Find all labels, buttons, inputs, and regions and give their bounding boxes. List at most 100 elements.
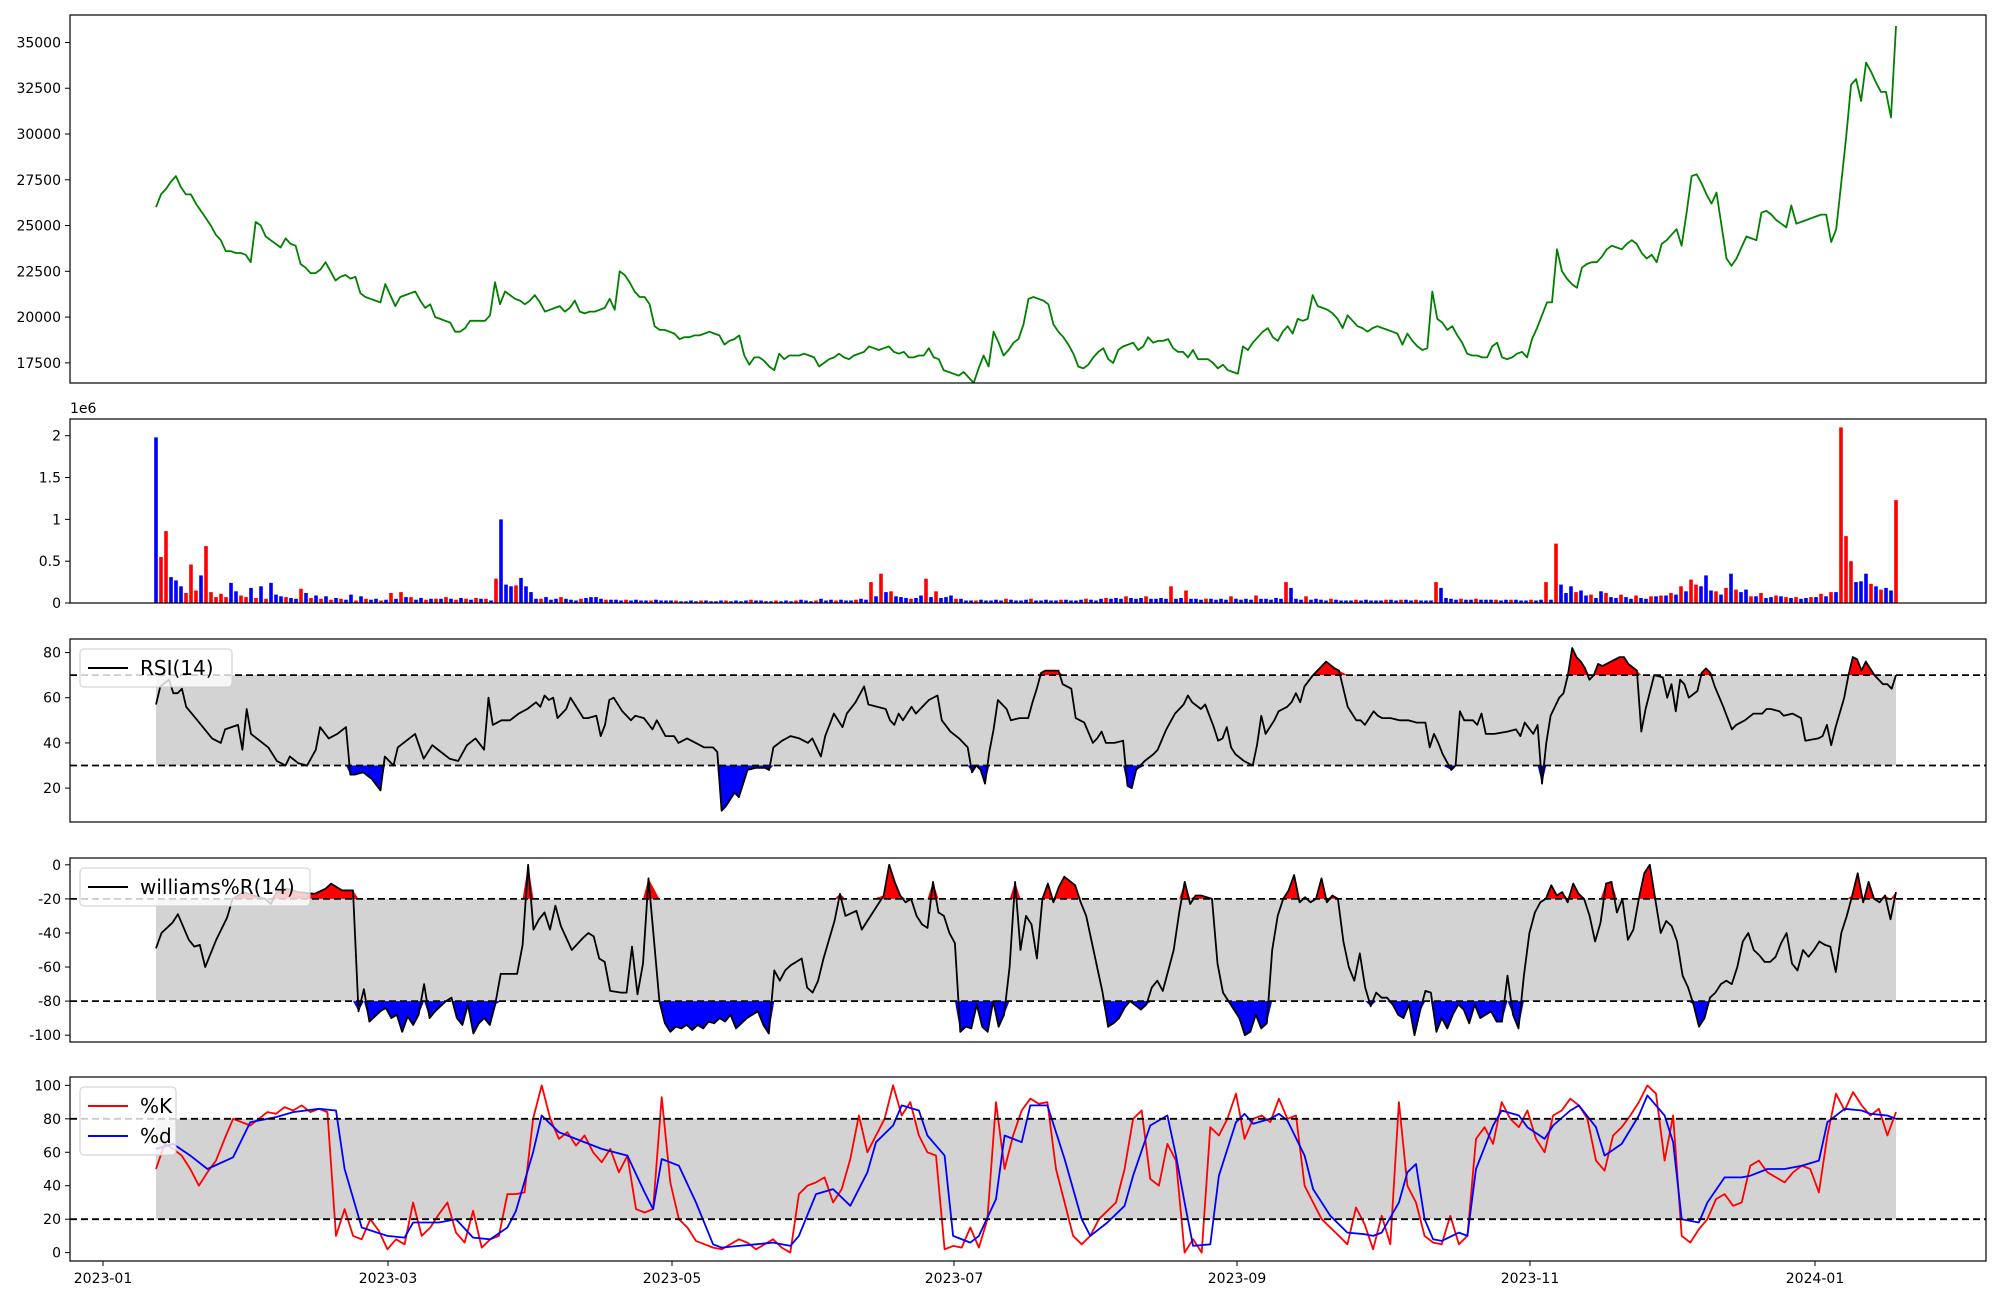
- volume-bar: [184, 593, 188, 603]
- volume-bar: [944, 597, 948, 603]
- volume-bar: [1164, 598, 1168, 603]
- volume-bar: [794, 600, 798, 603]
- volume-bar: [509, 586, 513, 603]
- volume-bar: [414, 599, 418, 603]
- volume-bar: [754, 600, 758, 603]
- volume-bar: [1629, 598, 1633, 603]
- volume-bar: [1859, 581, 1863, 603]
- volume-bar: [714, 601, 718, 603]
- volume-bar: [1489, 599, 1493, 603]
- volume-bar: [284, 597, 288, 603]
- volume-bar: [1359, 600, 1363, 603]
- volume-bar: [699, 600, 703, 603]
- rsi-legend: [79, 648, 233, 688]
- volume-bar: [1374, 600, 1378, 603]
- volume-bar: [899, 597, 903, 603]
- stochastic-band: [156, 1118, 1896, 1220]
- volume-bar: [1074, 600, 1078, 603]
- volume-bar: [319, 598, 323, 603]
- volume-bar: [664, 600, 668, 603]
- volume-bar: [1019, 600, 1023, 603]
- volume-bar: [994, 599, 998, 603]
- volume-bar: [264, 598, 268, 603]
- volume-bar: [494, 578, 498, 603]
- volume-bar: [1084, 598, 1088, 603]
- y-tick-label: -100: [29, 1028, 61, 1044]
- volume-bar: [669, 600, 673, 603]
- volume-bar: [1329, 598, 1333, 603]
- volume-bar: [914, 598, 918, 603]
- volume-bar: [324, 596, 328, 603]
- volume-bar: [1794, 597, 1798, 603]
- volume-bar: [529, 592, 533, 603]
- volume-bar: [1254, 595, 1258, 603]
- y-tick-label: 2: [52, 429, 61, 445]
- volume-bar: [1719, 594, 1723, 603]
- volume-bar: [1654, 596, 1658, 603]
- volume-bar: [224, 597, 228, 603]
- y-tick-label: -80: [38, 994, 61, 1010]
- volume-bar: [1619, 594, 1623, 603]
- y-tick-label: 0: [52, 858, 61, 874]
- rsi-band: [156, 675, 1896, 766]
- y-tick-label: -60: [38, 960, 61, 976]
- volume-bar: [1724, 587, 1728, 603]
- volume-bar: [439, 598, 443, 603]
- y-tick-label: 80: [43, 1112, 61, 1128]
- volume-bar: [424, 599, 428, 603]
- volume-bar: [1174, 598, 1178, 603]
- volume-bar: [1789, 598, 1793, 603]
- volume-bar: [1109, 598, 1113, 603]
- volume-bar: [884, 592, 888, 603]
- volume-bar: [1279, 598, 1283, 603]
- volume-bar: [1224, 599, 1228, 603]
- volume-bar: [164, 531, 168, 603]
- volume-bar: [534, 598, 538, 603]
- volume-bar: [924, 578, 928, 603]
- volume-bar: [359, 596, 363, 603]
- x-tick-label: 2023-11: [1501, 1271, 1560, 1287]
- williams-overbought-fill: [156, 864, 1896, 899]
- volume-bar: [854, 599, 858, 603]
- x-tick-label: 2023-05: [643, 1271, 702, 1287]
- volume-bar: [1214, 599, 1218, 603]
- volume-bar: [1314, 598, 1318, 603]
- volume-bar: [1454, 599, 1458, 603]
- williams-axes-frame: [69, 857, 1987, 1043]
- volume-bar: [174, 580, 178, 603]
- volume-bar: [1469, 599, 1473, 603]
- volume-bar: [1009, 599, 1013, 603]
- williams-legend: [79, 867, 311, 907]
- volume-bar: [674, 600, 678, 603]
- volume-bar: [1414, 599, 1418, 603]
- volume-bar: [1364, 599, 1368, 603]
- volume-bar: [724, 600, 728, 603]
- volume-bar: [889, 591, 893, 603]
- volume-bar: [564, 598, 568, 603]
- volume-bar: [1284, 582, 1288, 603]
- volume-bar: [1059, 599, 1063, 603]
- volume-bar: [1039, 600, 1043, 603]
- volume-bar: [859, 598, 863, 603]
- volume-bar: [159, 557, 163, 603]
- y-tick-label: 30000: [16, 127, 61, 143]
- volume-bar: [469, 599, 473, 603]
- volume-bar: [974, 600, 978, 603]
- volume-bar: [1169, 586, 1173, 603]
- volume-bar: [969, 600, 973, 603]
- volume-bar: [519, 577, 523, 603]
- stochastic-series-line-pct-d: [155, 1094, 1897, 1249]
- rsi-series-line-0: [155, 647, 1897, 812]
- volume-bar: [1354, 599, 1358, 603]
- volume-bar: [789, 601, 793, 603]
- volume-bar: [1799, 598, 1803, 603]
- volume-bar: [1889, 590, 1893, 603]
- volume-bar: [244, 597, 248, 603]
- volume-bar: [1534, 600, 1538, 603]
- volume-bar: [929, 597, 933, 603]
- volume-bar: [304, 593, 308, 603]
- volume-bar: [1519, 600, 1523, 603]
- volume-bar: [784, 600, 788, 603]
- volume-bar: [819, 598, 823, 603]
- volume-bar: [194, 590, 198, 603]
